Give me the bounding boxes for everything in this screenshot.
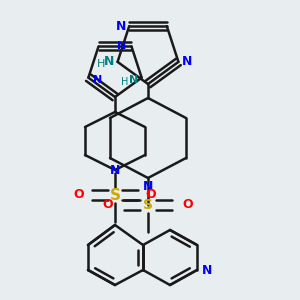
Text: N: N [129,75,139,85]
Text: N: N [143,179,153,193]
Text: N: N [110,164,120,176]
Text: N: N [202,263,212,277]
Text: H: H [121,77,129,87]
Text: N: N [117,41,127,51]
Text: N: N [104,56,115,68]
Text: S: S [143,198,153,212]
Text: N: N [116,20,126,33]
Text: S: S [110,188,121,202]
Text: O: O [74,188,84,202]
Text: O: O [183,199,193,212]
Text: O: O [103,199,113,212]
Text: N: N [182,56,192,68]
Text: H: H [97,59,106,69]
Text: O: O [146,188,156,202]
Text: N: N [93,75,103,85]
